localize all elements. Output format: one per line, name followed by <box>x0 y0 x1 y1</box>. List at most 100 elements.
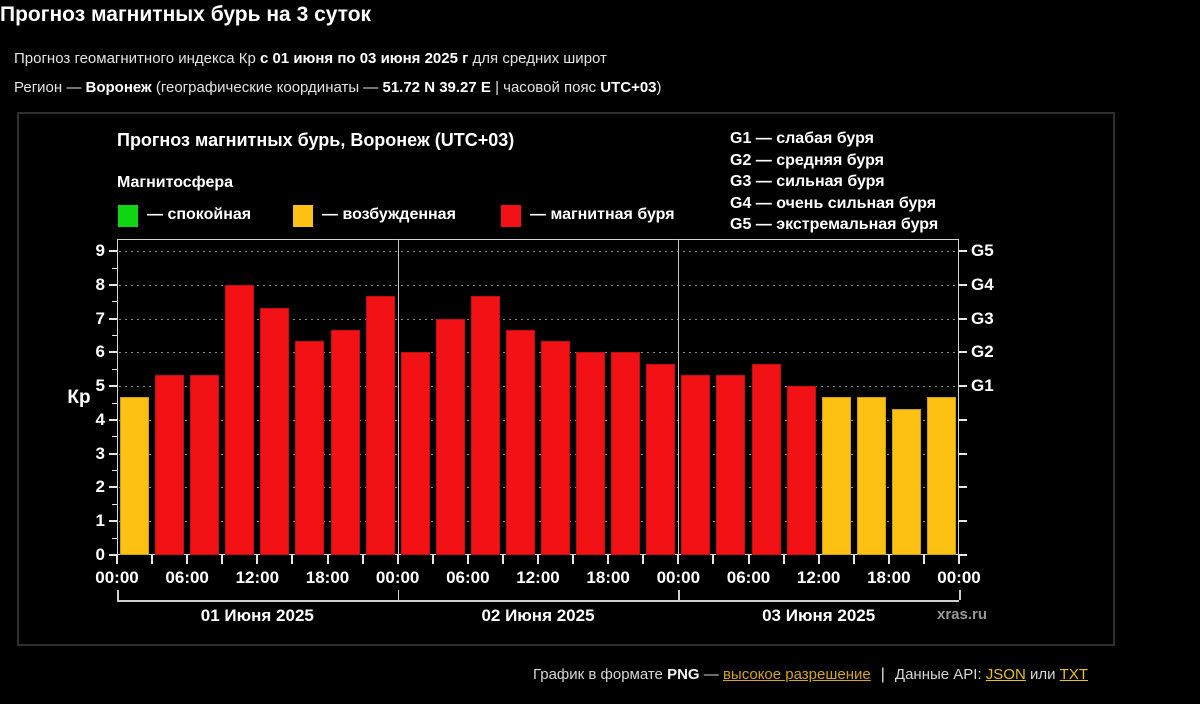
x-axis-tick <box>116 555 118 564</box>
y-axis-tick <box>109 283 117 286</box>
region-prefix: Регион — <box>14 79 86 96</box>
kp-bar <box>470 296 500 555</box>
x-time-label: 12:00 <box>235 568 280 587</box>
day-bracket-tick <box>678 590 680 600</box>
kp-bar <box>646 363 676 555</box>
x-time-label: 00:00 <box>95 568 139 587</box>
right-axis-tick <box>959 317 967 320</box>
x-axis-tick <box>712 555 715 564</box>
x-time-label: 12:00 <box>796 568 841 587</box>
y-axis-label: 2 <box>95 477 105 497</box>
y-axis-label: 6 <box>95 342 105 362</box>
kp-bar <box>541 341 571 555</box>
y-axis-tick <box>109 486 117 489</box>
x-axis-tick <box>186 555 189 564</box>
y-axis-minor-tick <box>112 436 117 438</box>
footer-separator: | <box>880 666 885 683</box>
y-axis-minor-tick <box>112 267 117 269</box>
gridline <box>119 386 957 388</box>
api-label: Данные API: <box>894 666 986 683</box>
kp-bar <box>751 363 781 555</box>
coords-prefix: (географические координаты — <box>151 79 383 96</box>
x-axis-tick <box>537 555 539 564</box>
y-axis-tick <box>109 250 117 253</box>
y-axis-minor-tick <box>112 537 117 539</box>
gridline <box>119 352 957 354</box>
x-time-label: 12:00 <box>516 568 560 587</box>
region-line: Регион — Воронеж (географические координ… <box>14 78 662 98</box>
gridline <box>119 251 957 253</box>
x-axis-tick <box>607 555 610 564</box>
x-time-label: 00:00 <box>937 568 981 587</box>
x-time-label: 18:00 <box>586 568 630 587</box>
y-axis-tick <box>109 452 117 455</box>
subtitle-date-range: с 01 июня по 03 июня 2025 г <box>259 50 469 67</box>
kp-bar <box>926 397 956 555</box>
y-axis-label: 0 <box>95 545 105 564</box>
day-bracket-tick <box>397 590 400 600</box>
day-divider-line <box>678 239 680 555</box>
g-scale-label: G4 <box>971 274 994 294</box>
gridline <box>119 453 957 455</box>
kp-bar <box>295 341 325 555</box>
footer-bar: График в формате PNG — высокое разрешени… <box>533 666 1088 684</box>
y-axis-tick <box>109 418 117 421</box>
right-axis-tick <box>959 283 967 286</box>
y-axis-tick <box>109 520 117 523</box>
day-label: 02 Июня 2025 <box>481 606 595 625</box>
x-axis-tick <box>852 555 855 564</box>
g-scale-label: G5 <box>971 241 994 261</box>
x-time-label: 18:00 <box>867 568 911 587</box>
kp-bar <box>891 408 921 555</box>
x-axis-tick <box>291 555 294 564</box>
x-time-label: 00:00 <box>375 568 420 587</box>
kp-bar <box>155 375 185 555</box>
gridline <box>119 419 957 421</box>
chart-panel: Прогноз магнитных бурь, Воронеж (UTC+03)… <box>17 112 1115 646</box>
kp-bar <box>716 375 746 555</box>
g3-legend-line: G3 — сильная буря <box>730 173 885 190</box>
right-axis-tick <box>959 351 967 354</box>
kp-bar <box>505 329 535 555</box>
right-axis-tick <box>959 520 967 523</box>
kp-bar <box>681 375 711 555</box>
timezone-prefix: | часовой пояс <box>490 79 601 96</box>
high-resolution-link[interactable]: высокое разрешение <box>722 666 871 683</box>
x-axis-tick <box>782 555 785 564</box>
plot-area <box>117 239 959 555</box>
y-axis-label: 1 <box>95 511 105 531</box>
x-axis-tick <box>326 555 329 564</box>
magnetosphere-legend-title: Магнитосфера <box>117 174 234 191</box>
gridline <box>119 521 957 523</box>
kp-bar <box>330 329 360 555</box>
g-scale-label: G2 <box>971 342 994 362</box>
watermark: xras.ru <box>937 606 988 623</box>
kp-bar <box>225 284 255 555</box>
y-axis-minor-tick <box>112 503 117 505</box>
g-scale-label: G1 <box>971 376 994 396</box>
footer-dash: — <box>699 666 723 683</box>
json-link[interactable]: JSON <box>985 666 1026 683</box>
y-axis-label: 8 <box>95 274 105 294</box>
x-axis-tick <box>466 555 469 564</box>
g-scale-legend: G1 — слабая буря G2 — средняя буря G3 — … <box>730 128 938 236</box>
txt-link[interactable]: TXT <box>1059 666 1088 683</box>
y-axis-minor-tick <box>112 335 117 337</box>
x-axis-tick <box>817 555 820 564</box>
y-axis-minor-tick <box>112 402 117 404</box>
or-text: или <box>1025 666 1060 683</box>
kp-bar <box>611 352 641 555</box>
right-axis-tick <box>959 418 967 421</box>
timezone-value: UTC+03 <box>600 79 657 96</box>
chart-title: Прогноз магнитных бурь, Воронеж (UTC+03) <box>117 130 515 150</box>
x-axis-tick <box>501 555 504 564</box>
quiet-color-swatch-icon <box>117 204 139 228</box>
kp-bar <box>365 296 395 555</box>
coords-value: 51.72 N 39.27 E <box>382 79 491 96</box>
x-time-label: 06:00 <box>446 568 490 587</box>
kp-bar <box>120 397 150 555</box>
y-axis-label: 5 <box>95 376 105 396</box>
x-time-label: 06:00 <box>726 568 771 587</box>
y-axis-label: 9 <box>95 241 105 261</box>
g1-legend-line: G1 — слабая буря <box>730 130 875 147</box>
